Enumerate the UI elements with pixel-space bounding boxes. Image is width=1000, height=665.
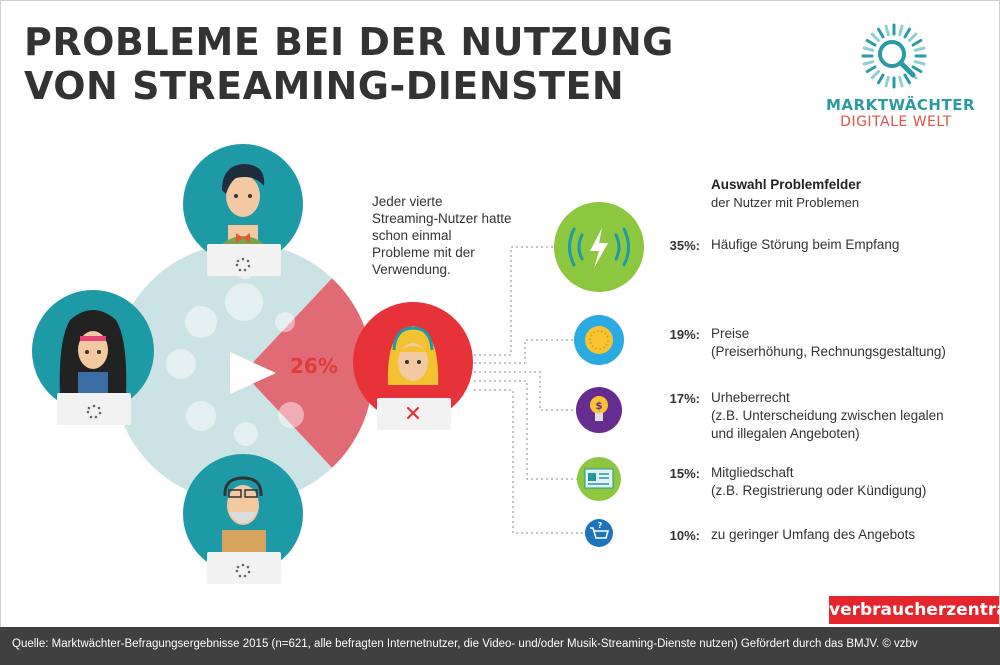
svg-text:$: $ <box>596 401 603 412</box>
pie-slice-no-problems <box>112 242 332 503</box>
user-avatar-problem <box>353 302 473 430</box>
category-label-range: zu geringer Umfang des Angebots <box>711 526 991 544</box>
loading-spinner-icon <box>235 257 251 272</box>
source-text: Quelle: Marktwächter-Befragungsergebniss… <box>12 638 918 650</box>
category-label-reception: Häufige Störung beim Empfang <box>711 236 991 254</box>
signal-bolt-icon <box>554 202 644 292</box>
pie-value-label: 26% <box>290 354 338 378</box>
logo-ray <box>898 75 904 88</box>
title-line-1: PROBLEME BEI DER NUTZUNG <box>24 20 674 64</box>
lightbulb-icon: $ <box>576 387 622 433</box>
logo-ray <box>911 39 923 47</box>
user-avatar-bottom <box>183 454 303 584</box>
marktwaechter-logo: MARKTWÄCHTER DIGITALE WELT <box>826 22 976 137</box>
category-value-range: 10%: <box>669 528 700 543</box>
logo-ray <box>884 24 890 37</box>
loading-spinner-icon <box>235 563 251 578</box>
logo-ray <box>865 65 877 73</box>
logo-ray <box>862 46 875 52</box>
category-title: Häufige Störung beim Empfang <box>711 237 900 252</box>
page-title: PROBLEME BEI DER NUTZUNG VON STREAMING-D… <box>24 20 674 108</box>
verbraucherzentrale-logo: verbraucherzentrale <box>829 596 1000 624</box>
category-value-copyright: 17%: <box>669 391 700 406</box>
logo-ray <box>865 39 877 47</box>
panel-subtitle: der Nutzer mit Problemen <box>711 195 860 210</box>
logo-ray <box>884 75 890 88</box>
pie-slice-problems <box>243 278 373 468</box>
close-icon <box>406 406 420 420</box>
logo-ray <box>862 60 875 66</box>
category-label-prices: Preise (Preiserhöhung, Rechnungsgestaltu… <box>711 325 991 361</box>
category-detail: (z.B. Unterscheidung zwischen legalen un… <box>711 408 944 441</box>
sunburst-rays <box>861 23 927 89</box>
category-value-prices: 19%: <box>669 327 700 342</box>
logo-ray <box>913 60 926 66</box>
cart-icon: ? <box>585 519 613 547</box>
logo-ray <box>913 46 926 52</box>
logo-ray <box>877 27 885 39</box>
logo-line-2: DIGITALE WELT <box>840 114 952 130</box>
category-value-reception: 35%: <box>669 238 700 253</box>
logo-ray <box>903 27 911 39</box>
source-footer: Quelle: Marktwächter-Befragungsergebniss… <box>0 627 1000 665</box>
panel-title: Auswahl Problemfelder <box>711 177 862 192</box>
loading-spinner-icon <box>86 404 102 419</box>
connector-lines <box>474 246 584 534</box>
category-title: zu geringer Umfang des Angebots <box>711 527 916 542</box>
logo-ray <box>870 70 880 80</box>
pie-bubbles <box>166 261 304 446</box>
category-value-membership: 15%: <box>669 466 700 481</box>
logo-ray <box>911 65 923 73</box>
category-title: Mitgliedschaft <box>711 465 794 480</box>
logo-ray <box>898 24 904 37</box>
magnifier-icon <box>861 23 927 89</box>
logo-ray <box>903 73 911 85</box>
category-detail: (Preiserhöhung, Rechnungsgestaltung) <box>711 344 946 359</box>
user-avatar-left <box>32 290 154 425</box>
category-title: Urheberrecht <box>711 390 790 405</box>
svg-text:?: ? <box>598 521 603 530</box>
logo-ray <box>870 32 880 42</box>
infographic-graphic: $ ? <box>32 144 644 584</box>
logo-line-1: MARKTWÄCHTER <box>826 96 976 114</box>
logo-ray <box>877 73 885 85</box>
intro-text: Jeder vierte Streaming-Nutzer hatte scho… <box>372 194 512 277</box>
user-avatar-top <box>183 144 303 276</box>
title-line-2: VON STREAMING-DIENSTEN <box>24 64 625 108</box>
category-label-copyright: Urheberrecht (z.B. Unterscheidung zwisch… <box>711 389 946 443</box>
category-title: Preise <box>711 326 750 341</box>
category-detail: (z.B. Registrierung oder Kündigung) <box>711 483 927 498</box>
id-card-icon <box>577 457 621 501</box>
pie-chart <box>112 242 373 503</box>
category-label-membership: Mitgliedschaft (z.B. Registrierung oder … <box>711 464 991 500</box>
coin-icon <box>574 315 624 365</box>
logo-ray <box>908 32 918 42</box>
play-icon <box>230 352 276 394</box>
